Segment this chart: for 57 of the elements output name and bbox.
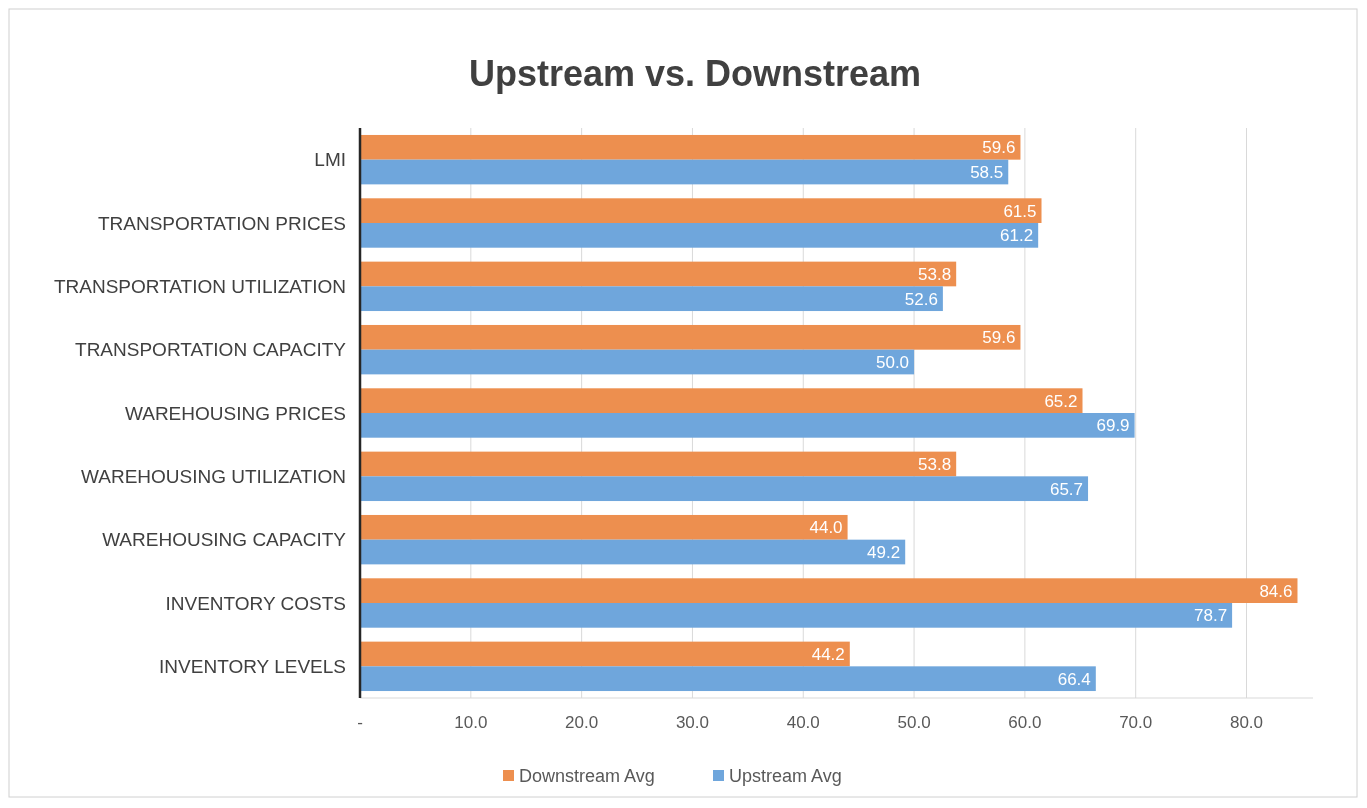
data-label: 66.4 [1057, 669, 1091, 689]
bar [360, 539, 906, 565]
bar [360, 286, 943, 312]
y-tick-label: TRANSPORTATION PRICES [97, 212, 346, 234]
chart-title: Upstream vs. Downstream [468, 53, 922, 94]
bar [360, 349, 915, 375]
bar [360, 641, 850, 667]
bar [360, 261, 957, 287]
y-tick-label: WAREHOUSING CAPACITY [102, 529, 347, 551]
bar [360, 451, 957, 477]
bar [360, 159, 1009, 185]
x-tick-label: 10.0 [454, 713, 488, 732]
x-tick-label: 80.0 [1229, 713, 1264, 732]
data-label: 59.6 [982, 138, 1016, 158]
bar [360, 134, 1021, 160]
data-label: 59.6 [982, 328, 1016, 348]
data-label: 49.2 [867, 542, 901, 562]
y-tick-label: INVENTORY LEVELS [159, 655, 346, 677]
bar [360, 198, 1042, 223]
data-label: 53.8 [918, 454, 952, 474]
bar [360, 578, 1298, 603]
y-tick-label: INVENTORY COSTS [165, 592, 346, 614]
y-tick-label: TRANSPORTATION CAPACITY [75, 339, 347, 361]
data-label: 52.6 [904, 289, 938, 309]
data-label: 61.2 [1000, 226, 1034, 246]
y-tick-label: WAREHOUSING UTILIZATION [81, 465, 346, 487]
x-tick-label: 70.0 [1119, 713, 1153, 732]
bar [360, 476, 1089, 502]
y-tick-label: TRANSPORTATION UTILIZATION [53, 275, 346, 297]
x-tick-label: 50.0 [897, 713, 931, 732]
data-label: 44.0 [809, 518, 843, 538]
y-tick-label: LMI [314, 149, 346, 171]
bar [360, 223, 1039, 248]
x-tick-label: - [357, 713, 363, 732]
bar [360, 388, 1083, 413]
data-label: 65.7 [1049, 479, 1084, 499]
legend-label: Downstream Avg [519, 766, 655, 787]
data-label: 65.2 [1044, 391, 1078, 411]
data-label: 61.5 [1003, 201, 1037, 221]
data-label: 50.0 [875, 352, 910, 372]
data-label: 69.9 [1096, 416, 1130, 436]
bar [360, 514, 848, 540]
data-label: 78.7 [1194, 606, 1228, 626]
data-label: 44.2 [811, 644, 845, 664]
bar [360, 603, 1233, 628]
x-tick-label: 40.0 [786, 713, 820, 732]
y-tick-label: WAREHOUSING PRICES [125, 402, 346, 424]
data-label: 58.5 [970, 162, 1004, 182]
x-tick-label: 60.0 [1008, 713, 1042, 732]
x-tick-label: 20.0 [565, 713, 599, 732]
data-label: 84.6 [1259, 581, 1293, 601]
x-tick-label: 30.0 [675, 713, 709, 732]
legend-label: Upstream Avg [729, 766, 842, 787]
bar [360, 666, 1096, 692]
bar [360, 324, 1021, 350]
bar [360, 413, 1135, 438]
data-label: 53.8 [918, 264, 952, 284]
